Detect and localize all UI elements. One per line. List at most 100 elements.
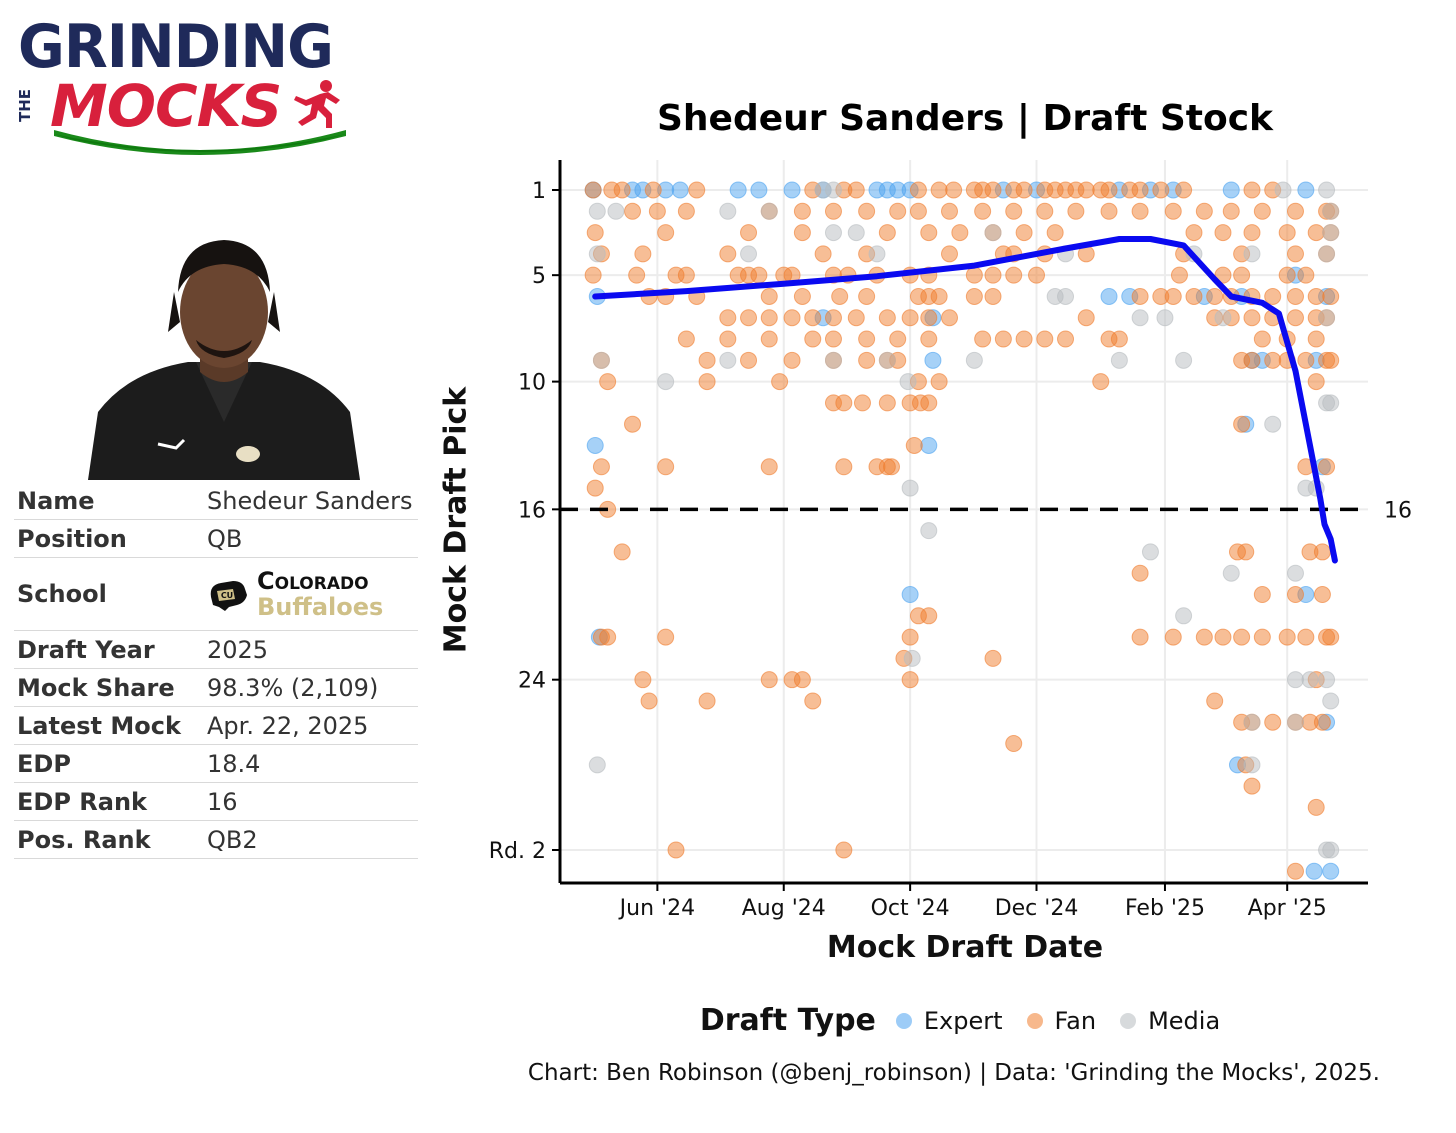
data-point-expert (1305, 862, 1323, 880)
x-tick-label: Aug '24 (742, 896, 826, 921)
data-point-fan (1286, 287, 1304, 305)
data-point-fan (644, 181, 662, 199)
data-point-fan (1307, 330, 1325, 348)
data-point-fan (667, 841, 685, 859)
data-point-fan (586, 224, 604, 242)
data-point-fan (1195, 628, 1213, 646)
x-tick-label: Oct '24 (871, 896, 950, 921)
data-point-fan (804, 330, 822, 348)
data-point-fan (599, 628, 617, 646)
data-point-fan (920, 224, 938, 242)
info-value: Apr. 22, 2025 (207, 711, 369, 740)
data-point-fan (1015, 224, 1033, 242)
logo-line2: MOCKS (50, 72, 282, 140)
data-point-fan (1253, 586, 1271, 604)
data-point-fan (974, 202, 992, 220)
data-point-fan (634, 671, 652, 689)
info-row-latest-mock: Latest Mock Apr. 22, 2025 (14, 707, 418, 745)
data-point-fan (1214, 628, 1232, 646)
data-point-fan (984, 181, 1002, 199)
info-key: Pos. Rank (17, 825, 151, 854)
data-point-fan (1214, 266, 1232, 284)
legend-item-expert: Expert (895, 1007, 1003, 1035)
data-point-fan (1015, 181, 1033, 199)
data-point-fan (1214, 224, 1232, 242)
data-point-fan (1110, 330, 1128, 348)
data-point-fan (930, 373, 948, 391)
data-point-media (1243, 713, 1261, 731)
data-point-fan (584, 266, 602, 284)
data-point-fan (1077, 309, 1095, 327)
data-point-fan (909, 181, 927, 199)
data-point-fan (1297, 266, 1315, 284)
legend-label: Fan (1054, 1006, 1097, 1035)
info-value: QB (207, 524, 243, 553)
info-key: Position (17, 524, 127, 553)
data-point-fan (940, 309, 958, 327)
data-point-media (901, 479, 919, 497)
info-key: EDP (17, 749, 71, 778)
data-point-fan (793, 287, 811, 305)
data-point-fan (740, 351, 758, 369)
data-point-fan (831, 287, 849, 305)
data-point-media (1057, 287, 1075, 305)
logo-the: THE (16, 88, 34, 122)
data-point-fan (1015, 330, 1033, 348)
data-point-fan (858, 330, 876, 348)
football-field-icon (54, 130, 346, 155)
data-point-media (592, 351, 610, 369)
data-point-fan (1206, 287, 1224, 305)
data-point-fan (984, 266, 1002, 284)
data-point-fan (1005, 266, 1023, 284)
x-tick-label: Dec '24 (995, 896, 1079, 921)
x-tick-label: Feb '25 (1125, 896, 1205, 921)
data-point-fan (1307, 224, 1325, 242)
data-point-fan (1297, 351, 1315, 369)
y-tick-label: 10 (518, 371, 546, 396)
data-point-media (719, 202, 737, 220)
data-point-fan (783, 309, 801, 327)
data-point-fan (1243, 224, 1261, 242)
data-point-media (1243, 756, 1261, 774)
svg-text:CU: CU (221, 591, 233, 600)
data-point-fan (599, 373, 617, 391)
data-point-media (1175, 607, 1193, 625)
data-point-fan (824, 202, 842, 220)
data-point-fan (760, 309, 778, 327)
data-point-expert (924, 351, 942, 369)
data-point-fan (1195, 202, 1213, 220)
data-point-expert (1297, 181, 1315, 199)
data-point-fan (1175, 181, 1193, 199)
data-point-expert (729, 181, 747, 199)
data-point-fan (945, 181, 963, 199)
data-point-fan (994, 330, 1012, 348)
data-point-fan (835, 394, 853, 412)
data-point-expert (750, 181, 768, 199)
data-point-media (588, 202, 606, 220)
data-point-fan (1286, 202, 1304, 220)
data-point-media (824, 224, 842, 242)
data-point-fan (1237, 543, 1255, 561)
data-point-fan (878, 224, 896, 242)
data-point-media (1318, 309, 1336, 327)
data-point-media (1322, 394, 1340, 412)
data-point-fan (1278, 266, 1296, 284)
info-row-edp-rank: EDP Rank 16 (14, 783, 418, 821)
player-info-table: Name Shedeur Sanders Position QB School … (14, 482, 418, 859)
info-row-pos-rank: Pos. Rank QB2 (14, 821, 418, 859)
data-point-fan (901, 671, 919, 689)
reference-line-label: 16 (1384, 498, 1412, 523)
data-point-fan (1297, 628, 1315, 646)
data-point-fan (1164, 202, 1182, 220)
data-point-fan (793, 224, 811, 242)
scatter-plot: 16 1 5 10 16 24 Rd. 2 Jun '24 Aug '24 Oct '24 Dec … (489, 160, 1412, 921)
data-point-fan (698, 373, 716, 391)
data-point-fan (965, 287, 983, 305)
data-point-media (1274, 181, 1292, 199)
data-point-fan (719, 309, 737, 327)
data-point-fan (889, 330, 907, 348)
data-point-fan (698, 351, 716, 369)
data-point-fan (824, 309, 842, 327)
data-point-fan (1264, 713, 1282, 731)
data-point-fan (640, 692, 658, 710)
